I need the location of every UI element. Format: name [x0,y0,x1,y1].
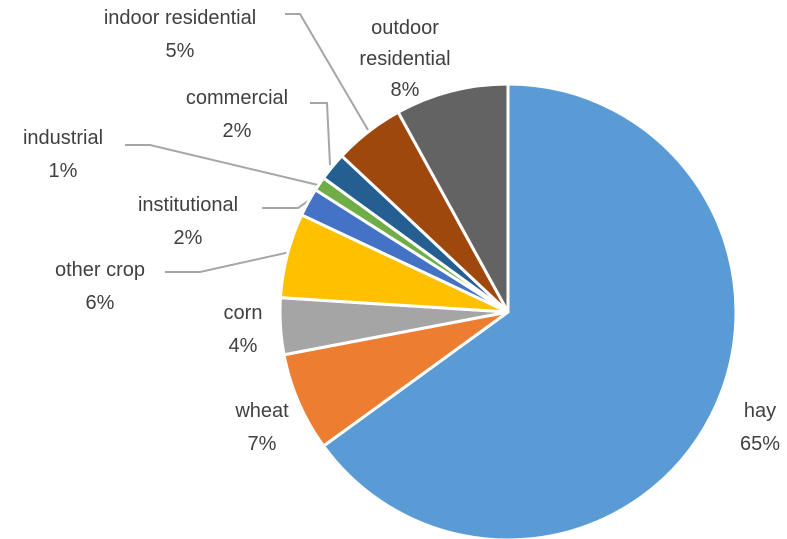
category-label: outdoor residential [359,17,451,70]
category-label: commercial [185,87,289,109]
category-label: industrial [22,127,104,149]
category-label: other crop [54,259,146,281]
slice-label: commercial 2% [186,82,288,148]
leader-line [285,13,369,131]
slice-label: industrial 1% [23,122,103,188]
category-label: indoor residential [103,7,257,29]
leader-line [310,102,331,166]
slice-label: hay 65% [740,395,780,461]
slice-label: corn 4% [224,297,263,363]
leader-lines [125,13,369,273]
slice-label: other crop 6% [55,254,145,320]
pie-slice [321,82,738,539]
value-label: 2% [173,227,203,249]
value-label: 4% [228,335,258,357]
category-label: institutional [137,194,239,216]
category-label: wheat [235,400,289,422]
slice-label: outdoor residential 8% [340,13,470,106]
value-label: 6% [85,292,115,314]
slice-label: wheat 7% [235,395,288,461]
leader-line [262,200,309,209]
leader-line [165,251,291,273]
leader-line [125,144,319,186]
value-label: 1% [48,160,78,182]
value-label: 8% [390,79,420,101]
pie-slice [396,82,510,313]
value-label: 7% [247,433,277,455]
value-label: 5% [165,40,195,62]
category-label: hay [743,400,777,422]
slice-label: indoor residential 5% [104,2,256,68]
value-label: 2% [222,120,252,142]
slice-label: institutional 2% [138,189,238,255]
category-label: corn [223,302,263,324]
value-label: 65% [739,433,781,455]
